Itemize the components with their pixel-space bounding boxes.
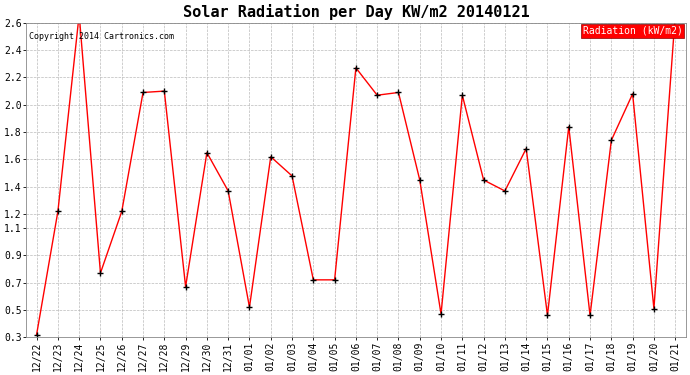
Text: Copyright 2014 Cartronics.com: Copyright 2014 Cartronics.com <box>29 32 175 41</box>
Title: Solar Radiation per Day KW/m2 20140121: Solar Radiation per Day KW/m2 20140121 <box>183 4 529 20</box>
Text: Radiation (kW/m2): Radiation (kW/m2) <box>582 26 682 36</box>
